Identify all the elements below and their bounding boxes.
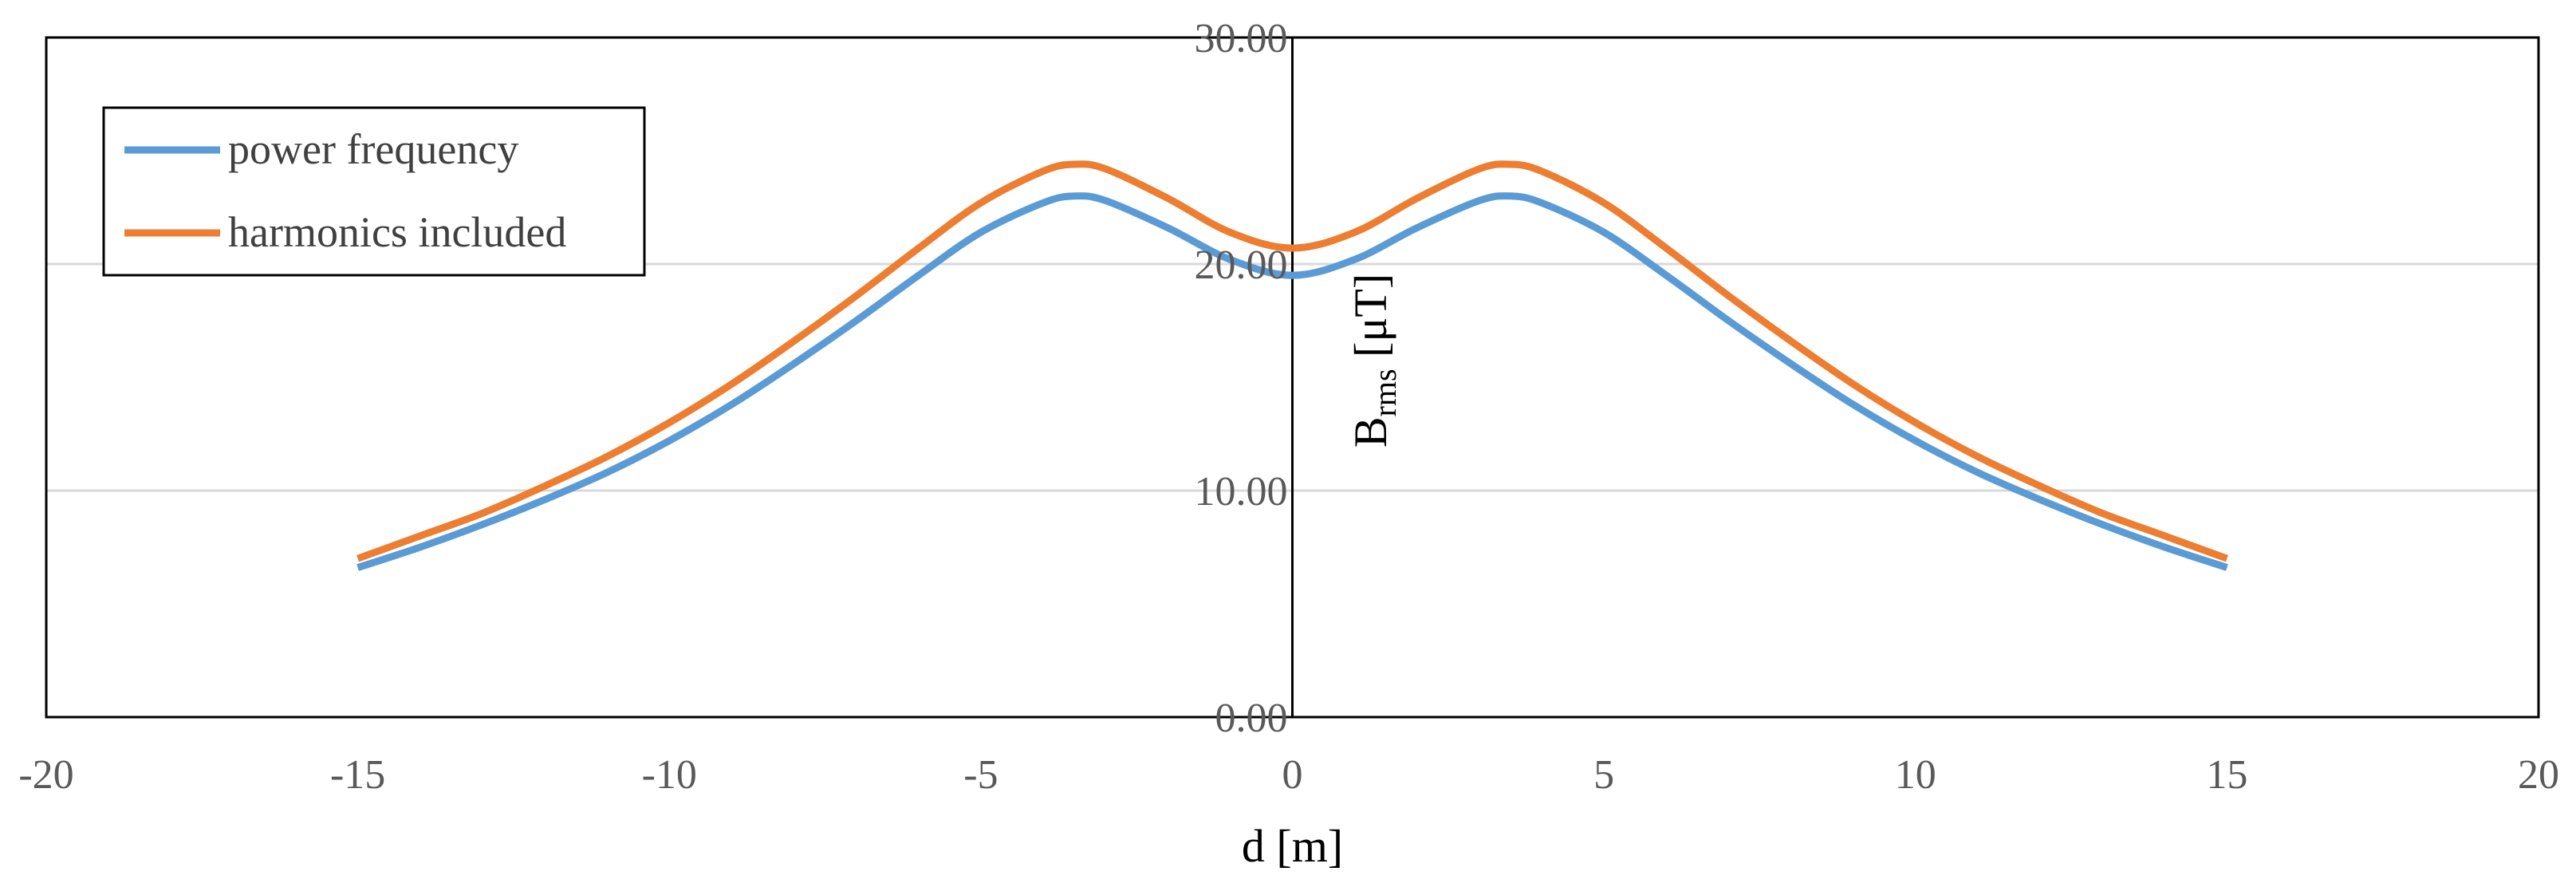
legend-label-power-frequency: power frequency (228, 125, 518, 173)
series-line-power-frequency (356, 192, 2228, 571)
y-axis-title-subscript: rms (1367, 369, 1403, 416)
x-tick-label: 10 (1895, 752, 1936, 798)
legend: power frequency harmonics included (102, 106, 646, 277)
x-tick-label: -15 (330, 752, 385, 798)
legend-box (102, 106, 646, 277)
y-tick-label: 30.00 (1195, 16, 1288, 61)
y-tick-label: 10.00 (1195, 469, 1288, 514)
x-tick-label: -10 (642, 752, 697, 798)
x-tick-label: 5 (1593, 752, 1614, 798)
x-axis-title: d [m] (1242, 820, 1343, 872)
x-tick-label: -5 (963, 752, 998, 798)
x-tick-label: -20 (18, 752, 73, 798)
x-tick-labels: -20 -15 -10 -5 0 5 10 15 20 (18, 752, 2559, 798)
y-tick-label: 0.00 (1215, 696, 1288, 741)
y-axis-title-unit: [μT] (1345, 274, 1396, 369)
y-axis-title-main: B (1345, 416, 1396, 447)
y-tick-label: 20.00 (1195, 242, 1288, 288)
series-lines (356, 160, 2228, 571)
y-axis-title: Brms [μT] (1345, 274, 1403, 447)
series-line-harmonics-included (356, 160, 2228, 562)
x-tick-label: 15 (2206, 752, 2247, 798)
legend-label-harmonics-included: harmonics included (228, 208, 566, 256)
x-tick-label: 20 (2518, 752, 2559, 798)
y-tick-labels: 0.00 10.00 20.00 30.00 (1195, 16, 1288, 741)
x-tick-label: 0 (1282, 752, 1303, 798)
